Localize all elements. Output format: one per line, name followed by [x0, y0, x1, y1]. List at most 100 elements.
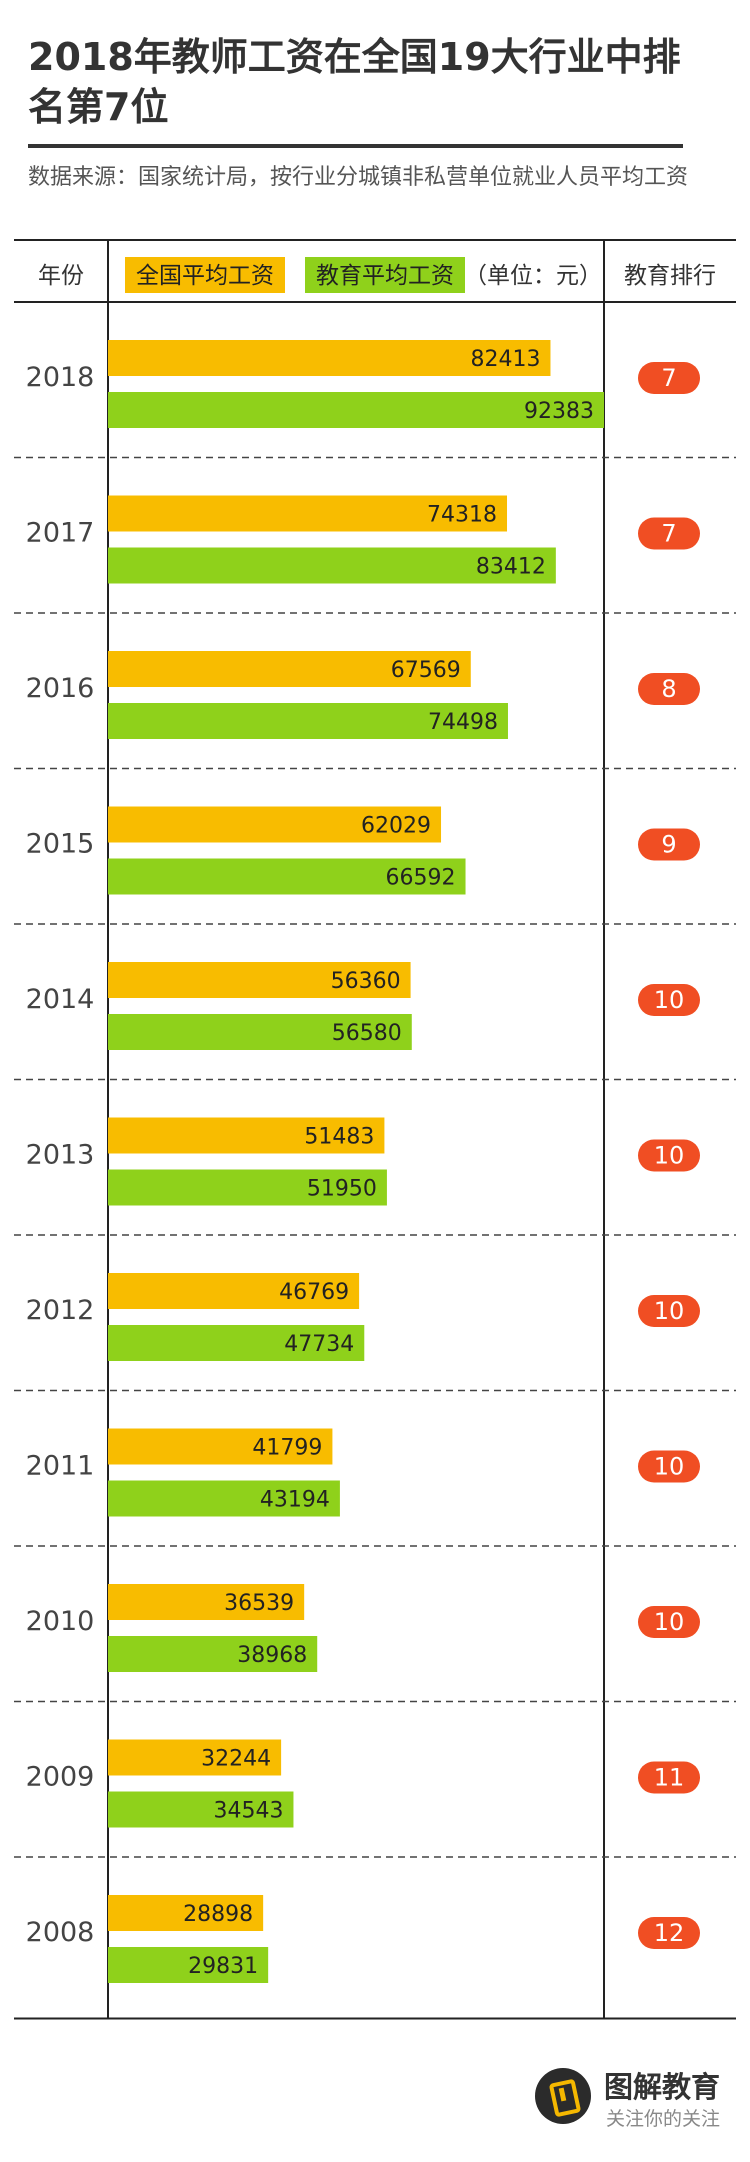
year-label: 2010 — [26, 1606, 95, 1637]
legend-swatch-education — [305, 257, 465, 293]
rank-value: 10 — [654, 1142, 685, 1170]
bar-value-national: 67569 — [391, 658, 461, 683]
bar-education — [108, 1014, 412, 1050]
bar-value-education: 47734 — [284, 1332, 354, 1357]
chart-row-2010: 2010 36539 38968 10 — [14, 1545, 736, 1672]
rank-badge — [638, 1917, 700, 1949]
rank-badge — [638, 1761, 700, 1794]
chart-row-2016: 2016 67569 74498 8 — [14, 612, 736, 739]
chart-row-2009: 2009 32244 34543 11 — [14, 1700, 736, 1828]
bar-value-education: 38968 — [237, 1643, 307, 1668]
year-label: 2013 — [26, 1140, 95, 1171]
unit-label: （单位：元） — [464, 263, 602, 289]
bar-education — [108, 1947, 269, 1983]
title-underline — [28, 144, 683, 148]
rank-badge — [638, 1139, 700, 1172]
rank-value: 11 — [654, 1764, 685, 1792]
brand-logo-icon — [535, 2068, 591, 2124]
bar-value-education: 56580 — [332, 1021, 402, 1046]
year-label: 2008 — [26, 1917, 95, 1948]
rank-badge — [638, 984, 700, 1016]
bar-value-education: 92383 — [524, 399, 594, 424]
bar-national — [108, 1739, 282, 1776]
data-source-note: 数据来源：国家统计局，按行业分城镇非私营单位就业人员平均工资 — [28, 165, 689, 190]
bar-value-education: 43194 — [260, 1488, 330, 1513]
rank-column-header: 教育排行 — [624, 263, 716, 289]
bar-value-education: 29831 — [188, 1954, 258, 1979]
bar-value-national: 56360 — [331, 969, 401, 994]
year-label: 2015 — [26, 829, 95, 860]
chart-row-2008: 2008 28898 29831 12 — [14, 1856, 736, 1983]
rank-badge — [638, 828, 700, 861]
bar-value-national: 41799 — [252, 1436, 322, 1461]
rank-badge — [638, 1450, 700, 1483]
chart-rows: 2018 82413 92383 7 2017 74318 83412 7 2016 67569 7… — [14, 340, 736, 1983]
bar-national — [108, 962, 411, 998]
year-label: 2009 — [26, 1762, 95, 1793]
brand-slogan: 关注你的关注 — [606, 2108, 721, 2130]
year-label: 2011 — [26, 1451, 95, 1482]
rank-value: 10 — [654, 1453, 685, 1481]
bar-national — [108, 340, 551, 376]
bar-education — [108, 1325, 365, 1361]
chart-row-2011: 2011 41799 43194 10 — [14, 1389, 736, 1517]
bar-value-national: 46769 — [279, 1280, 349, 1305]
bar-national — [108, 1273, 360, 1309]
rank-value: 10 — [654, 1297, 685, 1325]
bar-value-national: 32244 — [201, 1747, 271, 1772]
bar-national — [108, 651, 471, 687]
legend-label-national: 全国平均工资 — [136, 263, 274, 289]
year-label: 2014 — [26, 984, 95, 1015]
rank-badge — [638, 1606, 700, 1638]
rank-value: 7 — [661, 520, 676, 548]
year-column-header: 年份 — [38, 263, 84, 289]
bar-value-national: 82413 — [470, 347, 540, 372]
chart-row-2014: 2014 56360 56580 10 — [14, 923, 736, 1050]
rank-badge — [638, 517, 700, 550]
rank-value: 9 — [661, 831, 676, 859]
year-label: 2012 — [26, 1295, 95, 1326]
chart-row-2018: 2018 82413 92383 7 — [26, 340, 700, 428]
chart-row-2017: 2017 74318 83412 7 — [14, 456, 736, 584]
rank-value: 10 — [654, 1608, 685, 1636]
brand-name: 图解教育 — [604, 2070, 721, 2104]
bar-value-national: 62029 — [361, 814, 431, 839]
year-label: 2018 — [26, 362, 95, 393]
bar-national — [108, 1428, 333, 1465]
bar-value-education: 34543 — [213, 1799, 283, 1824]
chart-title: 2018年教师工资在全国19大行业中排名第7位 — [28, 35, 681, 129]
rank-value: 7 — [661, 364, 676, 392]
bar-education — [108, 1169, 387, 1206]
rank-badge — [638, 1295, 700, 1327]
bar-value-education: 66592 — [386, 866, 456, 891]
bar-education — [108, 1791, 294, 1828]
bar-value-national: 51483 — [304, 1125, 374, 1150]
bar-value-education: 51950 — [307, 1177, 377, 1202]
bar-value-national: 28898 — [183, 1902, 253, 1927]
bar-national — [108, 495, 508, 532]
rank-badge — [638, 673, 700, 705]
rank-value: 12 — [654, 1919, 685, 1947]
bar-value-education: 74498 — [428, 710, 498, 735]
bar-education — [108, 703, 508, 739]
bar-value-national: 36539 — [224, 1591, 294, 1616]
rank-value: 8 — [661, 675, 676, 703]
rank-value: 10 — [654, 986, 685, 1014]
chart-row-2013: 2013 51483 51950 10 — [14, 1078, 736, 1206]
bar-education — [108, 858, 466, 895]
bar-value-national: 74318 — [427, 503, 497, 528]
legend-label-education: 教育平均工资 — [316, 263, 454, 289]
rank-badge — [638, 362, 700, 394]
bar-national — [108, 1117, 385, 1154]
chart-header: 年份 全国平均工资 教育平均工资 （单位：元） 教育排行 — [38, 257, 716, 293]
year-label: 2017 — [26, 518, 95, 549]
bar-national — [108, 1584, 305, 1620]
bar-education — [108, 392, 604, 428]
bar-education — [108, 547, 556, 584]
bar-education — [108, 1636, 318, 1672]
chart-row-2015: 2015 62029 66592 9 — [14, 767, 736, 895]
bar-national — [108, 806, 442, 843]
year-label: 2016 — [26, 673, 95, 704]
bar-value-education: 83412 — [476, 555, 546, 580]
